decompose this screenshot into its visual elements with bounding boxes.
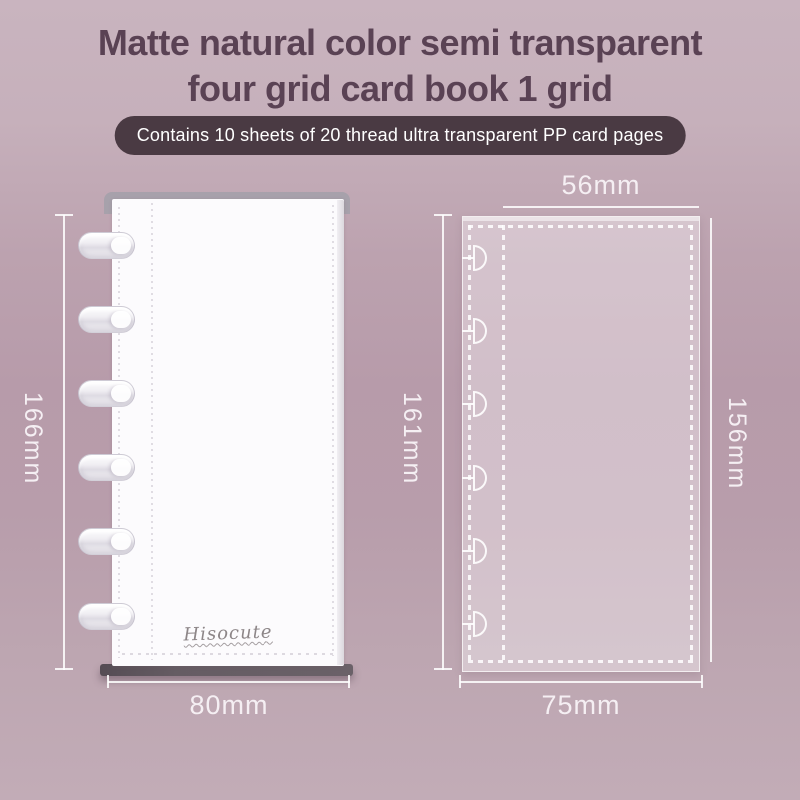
card-width-tick-left — [459, 675, 461, 688]
card-pocket-width-line — [503, 206, 699, 208]
card-stitch-right — [690, 225, 693, 663]
card-punch-notch — [461, 390, 489, 418]
binder-bottom-base — [100, 664, 353, 676]
card-right-height-line — [710, 218, 712, 662]
brand-logo: Hisocute — [183, 621, 273, 646]
binder-ring — [78, 379, 135, 407]
binder-height-label: 166mm — [19, 392, 47, 486]
card-width-tick-right — [701, 675, 703, 688]
page-title: Matte natural color semi transparent fou… — [0, 20, 800, 112]
card-left-height-tick-bottom — [434, 668, 452, 670]
page-edge-strip — [337, 200, 344, 665]
card-left-height-tick-top — [434, 214, 452, 216]
card-punch-notch — [461, 244, 489, 272]
cover-stitch-left — [118, 207, 120, 658]
binder-height-tick-top — [55, 214, 73, 216]
card-stitch-left — [468, 225, 471, 663]
card-right-height-label: 156mm — [723, 397, 751, 491]
binder-width-line — [108, 681, 350, 683]
binder-width-label: 80mm — [189, 690, 269, 720]
binder-width-tick-right — [348, 675, 350, 688]
binder-ring — [78, 454, 135, 482]
card-punch-notch — [461, 537, 489, 565]
card-width-line — [460, 681, 702, 683]
card-stitch-top — [468, 225, 693, 228]
binder-ring — [78, 231, 135, 259]
binder-width-tick-left — [107, 675, 109, 688]
title-line-2: four grid card book 1 grid — [187, 68, 613, 109]
card-punch-notch — [461, 464, 489, 492]
card-left-height-line — [442, 215, 444, 670]
binder-ring — [78, 528, 135, 556]
binder-ring — [78, 305, 135, 333]
card-stitch-spine — [502, 225, 505, 663]
card-pocket-width-label: 56mm — [561, 170, 641, 200]
card-left-height-label: 161mm — [398, 392, 426, 486]
card-punch-notch — [461, 610, 489, 638]
card-stitch-bottom — [468, 660, 693, 663]
subtitle-badge: Contains 10 sheets of 20 thread ultra tr… — [114, 116, 686, 155]
card-punch-notch — [461, 317, 489, 345]
cover-stitch-right — [332, 205, 334, 656]
binder: Hisocute — [112, 199, 344, 666]
title-line-1: Matte natural color semi transparent — [97, 22, 703, 63]
binder-height-line — [63, 215, 65, 670]
cover-stitch-bottom — [122, 653, 334, 655]
card-page — [462, 216, 700, 672]
binder-ring — [78, 602, 135, 630]
card-width-label: 75mm — [541, 690, 621, 720]
binder-height-tick-bottom — [55, 668, 73, 670]
cover-spine-crease — [151, 203, 153, 660]
